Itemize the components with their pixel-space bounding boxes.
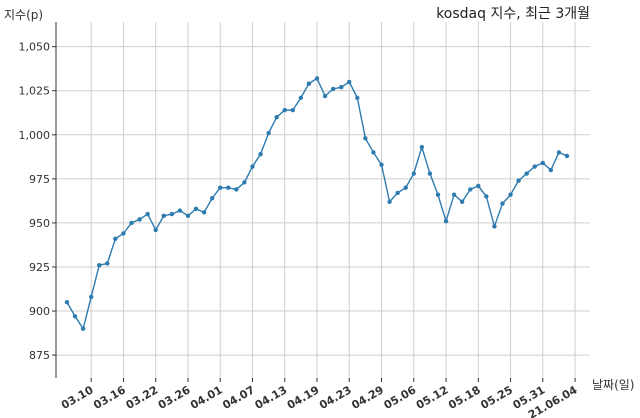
data-point	[564, 153, 570, 159]
data-point	[266, 130, 271, 136]
data-point	[524, 171, 529, 176]
data-point	[492, 224, 497, 229]
data-point	[468, 187, 473, 192]
y-tick-label: 1,000	[19, 129, 51, 142]
x-tick-label: 04.29	[349, 383, 386, 412]
y-axis-label: 지수(p)	[4, 8, 43, 22]
data-point	[113, 236, 118, 241]
data-point	[193, 206, 199, 212]
data-point	[508, 192, 513, 197]
data-point	[419, 144, 425, 150]
data-point	[153, 227, 158, 233]
x-tick-label: 04.23	[317, 383, 354, 412]
data-point	[532, 164, 537, 169]
data-point	[403, 185, 408, 190]
data-point	[476, 183, 481, 189]
x-axis-tick-labels: 03.1003.1603.2203.2604.0104.0704.1304.19…	[59, 383, 580, 418]
data-point	[161, 213, 166, 219]
x-tick-label: 05.12	[414, 383, 451, 412]
data-point	[242, 180, 247, 185]
y-tick-label: 925	[29, 261, 50, 274]
x-tick-label: 03.10	[59, 383, 96, 412]
x-tick-label: 05.25	[478, 383, 515, 412]
data-point	[395, 190, 400, 196]
data-point	[484, 194, 489, 199]
data-point	[218, 185, 223, 190]
data-point	[363, 136, 368, 141]
data-point	[451, 192, 457, 197]
x-tick-label: 05.06	[382, 383, 419, 412]
data-point	[129, 220, 134, 226]
data-point	[72, 314, 78, 319]
data-point	[282, 107, 287, 113]
y-tick-label: 875	[29, 349, 50, 362]
data-point	[330, 86, 336, 92]
x-axis-label: 날짜(일)	[592, 378, 634, 392]
data-point	[226, 185, 231, 190]
y-tick-label: 900	[29, 305, 50, 318]
data-point	[314, 76, 320, 81]
y-axis-tick-labels: 875 900 925 950 975 1,000 1,025 1,050	[19, 41, 51, 362]
x-tick-label: 04.13	[253, 383, 290, 412]
data-point	[121, 231, 126, 236]
x-tick-label: 03.22	[124, 383, 161, 412]
y-tick-label: 1,050	[19, 41, 51, 54]
data-point	[411, 171, 416, 176]
data-point	[177, 208, 183, 213]
x-tick-label: 04.01	[188, 383, 225, 412]
data-point	[64, 300, 70, 305]
data-point	[169, 211, 175, 217]
data-point	[427, 171, 433, 176]
series-kosdaq	[64, 76, 570, 331]
data-point	[379, 162, 384, 167]
x-tick-label: 04.07	[220, 383, 257, 412]
data-point	[322, 93, 328, 99]
data-point	[185, 213, 191, 219]
data-point	[443, 218, 449, 224]
data-point	[355, 95, 360, 100]
data-point	[274, 114, 279, 120]
data-point	[371, 150, 376, 155]
data-point	[347, 79, 352, 85]
y-tick-label: 975	[29, 173, 50, 186]
data-point	[80, 326, 86, 331]
chart-title: kosdaq 지수, 최근 3개월	[436, 6, 590, 22]
data-point	[459, 199, 465, 204]
data-point	[209, 196, 215, 201]
data-point	[145, 211, 150, 217]
data-point	[290, 107, 296, 113]
data-point	[201, 210, 207, 215]
data-point	[306, 81, 312, 86]
x-tick-label: 03.26	[156, 383, 193, 412]
y-tick-label: 1,025	[19, 85, 51, 98]
grid-lines	[56, 22, 590, 378]
data-point	[548, 167, 554, 173]
data-point	[250, 164, 255, 169]
axes	[52, 22, 576, 382]
data-point	[137, 217, 142, 222]
data-point	[338, 85, 344, 90]
data-point	[97, 263, 102, 268]
data-point	[556, 150, 562, 155]
data-point	[516, 178, 521, 183]
x-tick-label: 05.18	[446, 383, 483, 412]
data-point	[435, 192, 441, 197]
data-point	[298, 95, 304, 100]
data-point	[105, 261, 110, 266]
y-tick-label: 950	[29, 217, 50, 230]
data-point	[88, 294, 94, 300]
x-tick-label: 04.19	[285, 383, 322, 412]
data-point	[234, 187, 239, 192]
x-tick-label: 03.16	[91, 383, 128, 412]
data-point	[258, 151, 263, 157]
data-point	[540, 160, 546, 166]
data-point	[500, 201, 505, 206]
data-point	[387, 199, 392, 204]
